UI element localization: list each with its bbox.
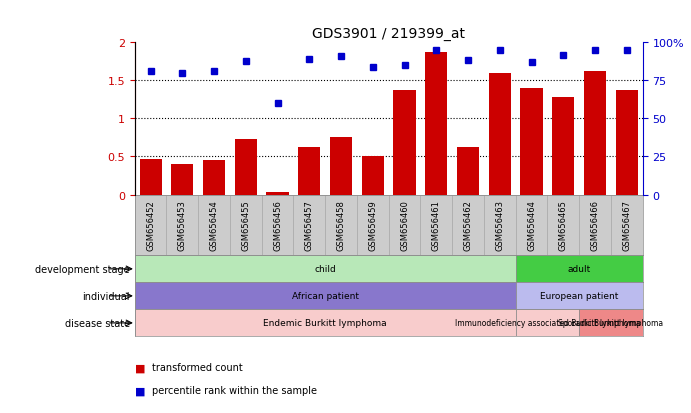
Bar bbox=[611, 195, 643, 256]
Bar bbox=[361, 157, 384, 195]
Text: individual: individual bbox=[82, 291, 130, 301]
Text: Sporadic Burkitt lymphoma: Sporadic Burkitt lymphoma bbox=[558, 318, 663, 328]
Bar bbox=[489, 74, 511, 195]
Bar bbox=[420, 195, 452, 256]
Text: development stage: development stage bbox=[35, 264, 130, 274]
Title: GDS3901 / 219399_at: GDS3901 / 219399_at bbox=[312, 27, 465, 41]
Bar bbox=[135, 310, 515, 337]
Bar bbox=[135, 282, 515, 310]
Text: transformed count: transformed count bbox=[152, 363, 243, 373]
Text: Immunodeficiency associated Burkitt lymphoma: Immunodeficiency associated Burkitt lymp… bbox=[455, 318, 640, 328]
Text: ■: ■ bbox=[135, 363, 145, 373]
Bar bbox=[520, 89, 542, 195]
Bar bbox=[425, 52, 447, 195]
Bar bbox=[552, 98, 574, 195]
Text: African patient: African patient bbox=[292, 292, 359, 301]
Bar bbox=[579, 310, 643, 337]
Bar bbox=[235, 140, 257, 195]
Bar bbox=[267, 193, 289, 195]
Text: GSM656462: GSM656462 bbox=[464, 200, 473, 251]
Text: GSM656463: GSM656463 bbox=[495, 200, 504, 251]
Bar bbox=[135, 195, 167, 256]
Bar bbox=[515, 310, 579, 337]
Bar bbox=[388, 195, 420, 256]
Bar bbox=[171, 165, 193, 195]
Text: GSM656455: GSM656455 bbox=[241, 200, 250, 251]
Bar bbox=[484, 195, 515, 256]
Bar bbox=[299, 147, 321, 195]
Bar bbox=[294, 195, 325, 256]
Bar bbox=[198, 195, 230, 256]
Bar bbox=[140, 159, 162, 195]
Bar bbox=[262, 195, 294, 256]
Bar bbox=[167, 195, 198, 256]
Text: GSM656458: GSM656458 bbox=[337, 200, 346, 251]
Bar bbox=[452, 195, 484, 256]
Bar bbox=[457, 148, 479, 195]
Text: GSM656456: GSM656456 bbox=[273, 200, 282, 251]
Bar bbox=[393, 90, 416, 195]
Text: GSM656457: GSM656457 bbox=[305, 200, 314, 251]
Bar bbox=[325, 195, 357, 256]
Bar bbox=[579, 195, 611, 256]
Bar bbox=[547, 195, 579, 256]
Text: Endemic Burkitt lymphoma: Endemic Burkitt lymphoma bbox=[263, 318, 387, 328]
Bar bbox=[515, 282, 643, 310]
Text: GSM656459: GSM656459 bbox=[368, 200, 377, 251]
Text: disease state: disease state bbox=[64, 318, 130, 328]
Text: GSM656466: GSM656466 bbox=[591, 200, 600, 251]
Text: GSM656454: GSM656454 bbox=[209, 200, 218, 251]
Bar bbox=[515, 256, 643, 282]
Text: GSM656461: GSM656461 bbox=[432, 200, 441, 251]
Bar bbox=[357, 195, 388, 256]
Text: GSM656464: GSM656464 bbox=[527, 200, 536, 251]
Text: ■: ■ bbox=[135, 385, 145, 395]
Bar bbox=[230, 195, 262, 256]
Text: percentile rank within the sample: percentile rank within the sample bbox=[152, 385, 317, 395]
Bar bbox=[616, 91, 638, 195]
Bar bbox=[203, 160, 225, 195]
Text: European patient: European patient bbox=[540, 292, 618, 301]
Text: GSM656460: GSM656460 bbox=[400, 200, 409, 251]
Text: GSM656467: GSM656467 bbox=[623, 200, 632, 251]
Text: adult: adult bbox=[567, 265, 591, 274]
Bar bbox=[330, 138, 352, 195]
Text: child: child bbox=[314, 265, 336, 274]
Bar bbox=[515, 195, 547, 256]
Text: GSM656465: GSM656465 bbox=[559, 200, 568, 251]
Bar bbox=[135, 256, 515, 282]
Text: GSM656453: GSM656453 bbox=[178, 200, 187, 251]
Bar bbox=[584, 71, 606, 195]
Text: GSM656452: GSM656452 bbox=[146, 200, 155, 251]
